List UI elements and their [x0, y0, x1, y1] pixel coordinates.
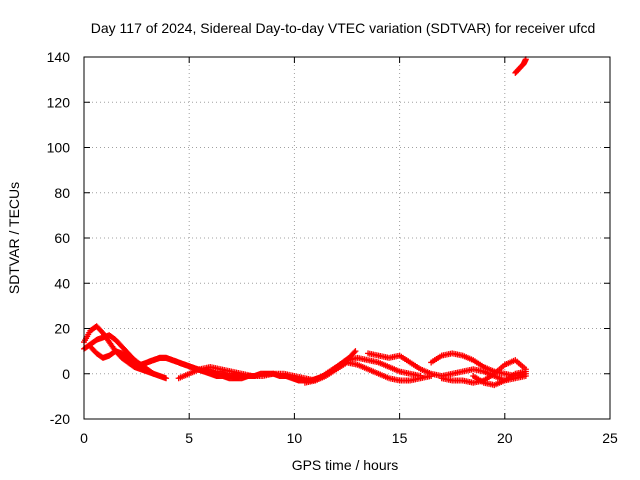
grid-lines: [84, 57, 610, 419]
series-track-f: [301, 354, 424, 386]
y-tick-label: 140: [47, 49, 71, 65]
x-tick-label: 0: [80, 430, 88, 446]
y-tick-label: 100: [47, 140, 71, 156]
data-point: [163, 375, 170, 382]
tick-marks: [83, 56, 611, 420]
x-tick-label: 20: [497, 430, 513, 446]
chart-title: Day 117 of 2024, Sidereal Day-to-day VTE…: [91, 20, 595, 36]
x-tick-label: 10: [287, 430, 303, 446]
y-tick-label: 120: [47, 94, 71, 110]
x-tick-label: 5: [185, 430, 193, 446]
x-tick-label: 15: [392, 430, 408, 446]
x-tick-label: 25: [602, 430, 618, 446]
data-point: [522, 368, 529, 375]
series-track-j: [470, 368, 529, 389]
y-tick-label: 0: [62, 366, 70, 382]
y-tick-labels: -20 0 20 40 60 80 100 120 140: [47, 49, 71, 427]
series-track-k: [512, 56, 529, 76]
y-tick-label: 40: [54, 275, 70, 291]
data-point: [417, 373, 424, 380]
y-tick-label: 60: [54, 230, 70, 246]
data-points: [81, 56, 529, 389]
y-tick-label: 80: [54, 185, 70, 201]
series-track-i: [438, 357, 529, 386]
data-point: [352, 348, 359, 355]
series-track-h: [428, 350, 529, 380]
x-axis-label: GPS time / hours: [292, 457, 399, 473]
y-axis-label: SDTVAR / TECUs: [6, 182, 22, 294]
data-point: [351, 349, 358, 356]
y-tick-label: -20: [50, 411, 70, 427]
x-tick-labels: 0 5 10 15 20 25: [80, 430, 618, 446]
y-tick-label: 20: [54, 321, 70, 337]
